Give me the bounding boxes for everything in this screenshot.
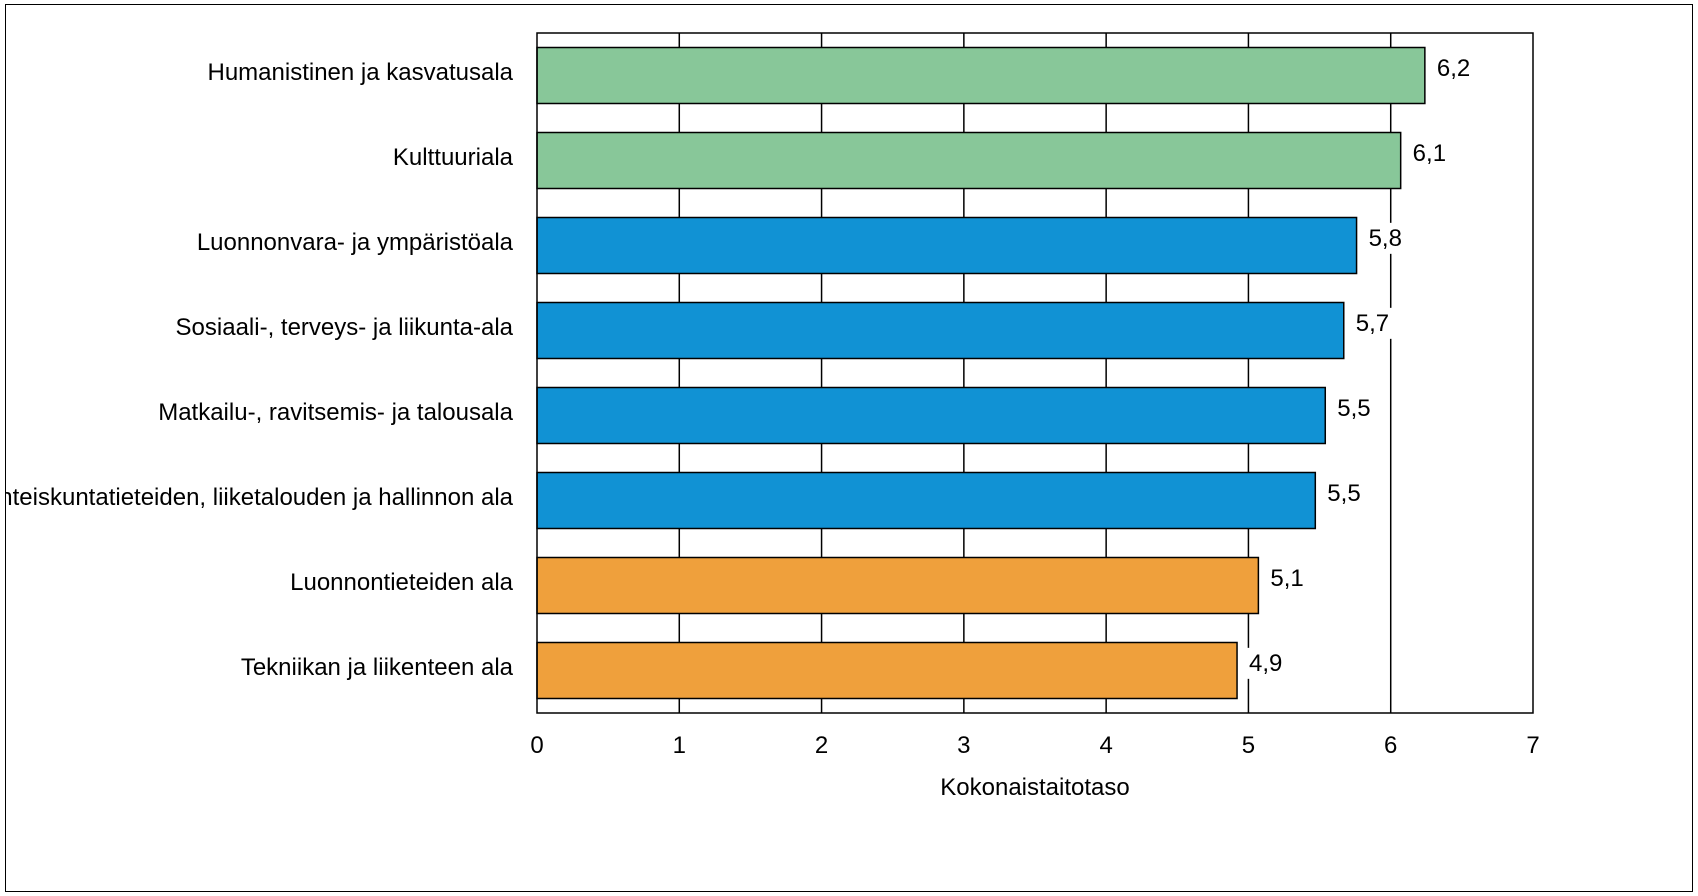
data-label-background	[1351, 307, 1394, 339]
x-tick-label: 0	[530, 732, 543, 759]
bar-chart: 6,2 Humanistinen ja kasvatusala 6,1 Kulttuu…	[6, 32, 1540, 801]
bar	[536, 301, 1345, 360]
bar	[536, 471, 1317, 530]
data-label: 5,8	[1369, 225, 1402, 252]
x-tick-label: 5	[1242, 732, 1255, 759]
x-tick-label: 6	[1384, 732, 1397, 759]
x-tick-label: 2	[815, 732, 828, 759]
data-label: 5,7	[1356, 310, 1389, 337]
axes	[536, 32, 1534, 714]
x-tick-label: 1	[673, 732, 686, 759]
data-label: 6,1	[1413, 140, 1446, 167]
data-label-background	[1432, 52, 1475, 84]
category-label: Tekniikan ja liikenteen ala	[241, 654, 514, 681]
bars	[536, 46, 1426, 700]
chart-frame: 6,2 Humanistinen ja kasvatusala 6,1 Kulttuu…	[5, 4, 1693, 892]
data-label-background	[1408, 137, 1451, 169]
bar	[536, 556, 1260, 615]
category-label: Sosiaali-, terveys- ja liikunta-ala	[176, 314, 514, 341]
bar	[536, 131, 1402, 190]
x-tick-label: 7	[1526, 732, 1539, 759]
category-label: Matkailu-, ravitsemis- ja talousala	[158, 399, 513, 426]
data-label: 5,1	[1270, 565, 1303, 592]
x-tick-label: 3	[957, 732, 970, 759]
data-label: 5,5	[1337, 395, 1370, 422]
bar	[536, 46, 1426, 105]
data-label: 4,9	[1249, 650, 1282, 677]
category-label: Luonnontieteiden ala	[290, 569, 514, 596]
bar	[536, 386, 1327, 445]
bar	[536, 216, 1358, 275]
data-label: 5,5	[1327, 480, 1360, 507]
plot-border	[536, 32, 1534, 714]
data-label-background	[1333, 392, 1375, 424]
category-label: Luonnonvara- ja ympäristöala	[197, 229, 514, 256]
data-label-background	[1323, 477, 1365, 509]
data-label-background	[1245, 647, 1287, 679]
category-label: Yhteiskuntatieteiden, liiketalouden ja h…	[6, 484, 514, 511]
category-label: Kulttuuriala	[393, 144, 514, 171]
category-label: Humanistinen ja kasvatusala	[208, 59, 514, 86]
labels: 6,2 Humanistinen ja kasvatusala 6,1 Kulttuu…	[6, 52, 1540, 759]
x-axis-title: Kokonaistaitotaso	[940, 774, 1129, 801]
data-label: 6,2	[1437, 55, 1470, 82]
x-tick-label: 4	[1099, 732, 1112, 759]
data-label-background	[1364, 222, 1406, 254]
data-label-background	[1266, 562, 1308, 594]
bar	[536, 641, 1238, 700]
